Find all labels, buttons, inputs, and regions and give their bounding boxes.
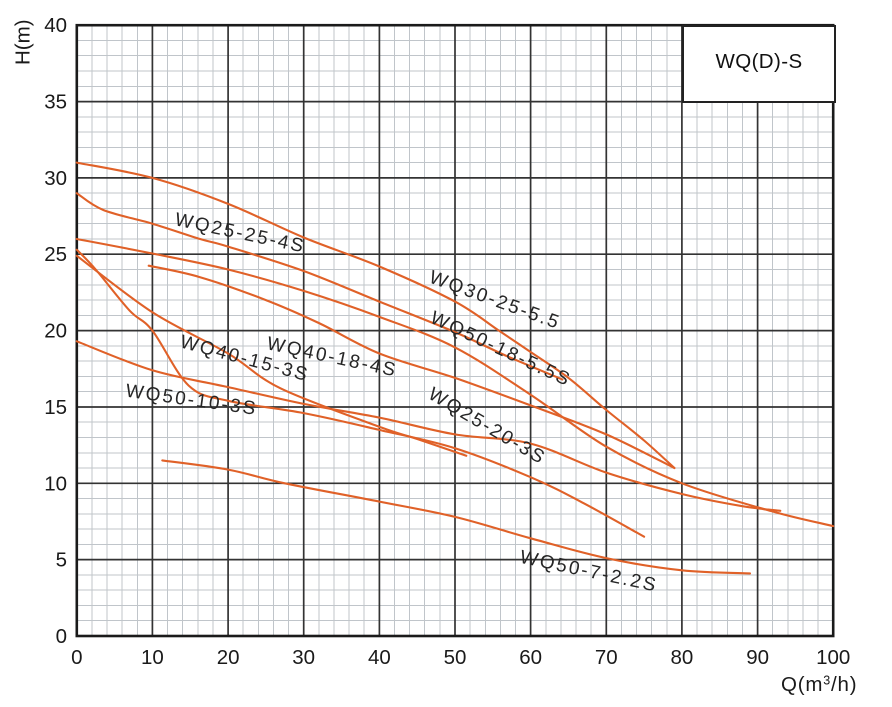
svg-text:0: 0 — [71, 646, 82, 669]
svg-text:40: 40 — [368, 646, 391, 669]
svg-text:50: 50 — [444, 646, 467, 669]
svg-text:30: 30 — [292, 646, 315, 669]
svg-text:40: 40 — [44, 14, 67, 37]
svg-text:10: 10 — [44, 472, 67, 495]
svg-text:WQ(D)-S: WQ(D)-S — [715, 50, 802, 73]
svg-text:20: 20 — [217, 646, 240, 669]
svg-text:H(m): H(m) — [12, 19, 35, 65]
svg-text:15: 15 — [44, 396, 67, 419]
svg-text:35: 35 — [44, 91, 67, 114]
svg-text:5: 5 — [56, 549, 67, 572]
svg-text:30: 30 — [44, 167, 67, 190]
svg-text:10: 10 — [141, 646, 164, 669]
svg-text:0: 0 — [56, 625, 67, 648]
svg-text:90: 90 — [746, 646, 769, 669]
svg-text:100: 100 — [816, 646, 850, 669]
svg-text:60: 60 — [519, 646, 542, 669]
svg-text:80: 80 — [670, 646, 693, 669]
svg-text:20: 20 — [44, 320, 67, 343]
svg-text:Q(m3/h): Q(m3/h) — [781, 673, 857, 696]
svg-text:70: 70 — [595, 646, 618, 669]
svg-text:25: 25 — [44, 243, 67, 266]
